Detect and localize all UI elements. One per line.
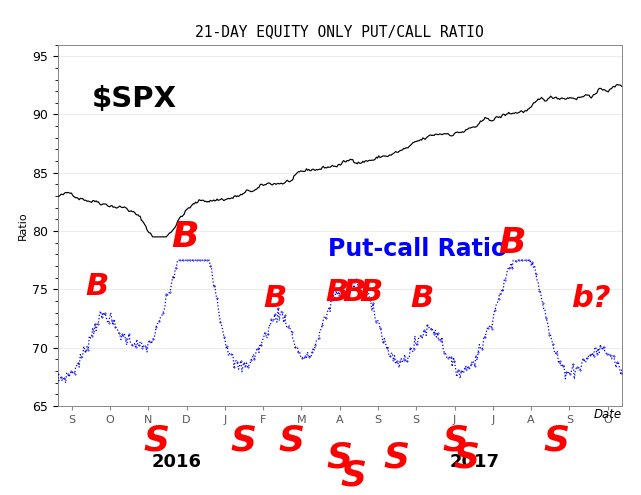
Y-axis label: Ratio: Ratio <box>18 211 28 240</box>
Text: $SPX: $SPX <box>92 85 177 113</box>
Text: S: S <box>279 423 304 457</box>
Text: b?: b? <box>571 284 611 313</box>
Text: S: S <box>383 441 409 475</box>
Text: B: B <box>325 278 349 307</box>
Text: B: B <box>342 278 365 307</box>
Text: S: S <box>327 441 353 475</box>
Title: 21-DAY EQUITY ONLY PUT/CALL RATIO: 21-DAY EQUITY ONLY PUT/CALL RATIO <box>196 24 484 39</box>
Text: B: B <box>410 284 433 313</box>
Text: B: B <box>359 278 383 307</box>
Text: B: B <box>85 272 109 301</box>
Text: B: B <box>171 220 198 254</box>
Text: S: S <box>231 423 257 457</box>
Text: S: S <box>454 441 479 475</box>
Text: 2017: 2017 <box>450 452 500 471</box>
Text: Put-call Ratio: Put-call Ratio <box>328 237 508 261</box>
Text: 2016: 2016 <box>151 452 201 471</box>
Text: B: B <box>263 284 287 313</box>
Text: S: S <box>341 458 367 493</box>
Text: S: S <box>544 423 570 457</box>
Text: Date: Date <box>594 408 622 421</box>
Text: S: S <box>442 423 469 457</box>
Text: S: S <box>144 423 169 457</box>
Text: B: B <box>498 226 526 260</box>
